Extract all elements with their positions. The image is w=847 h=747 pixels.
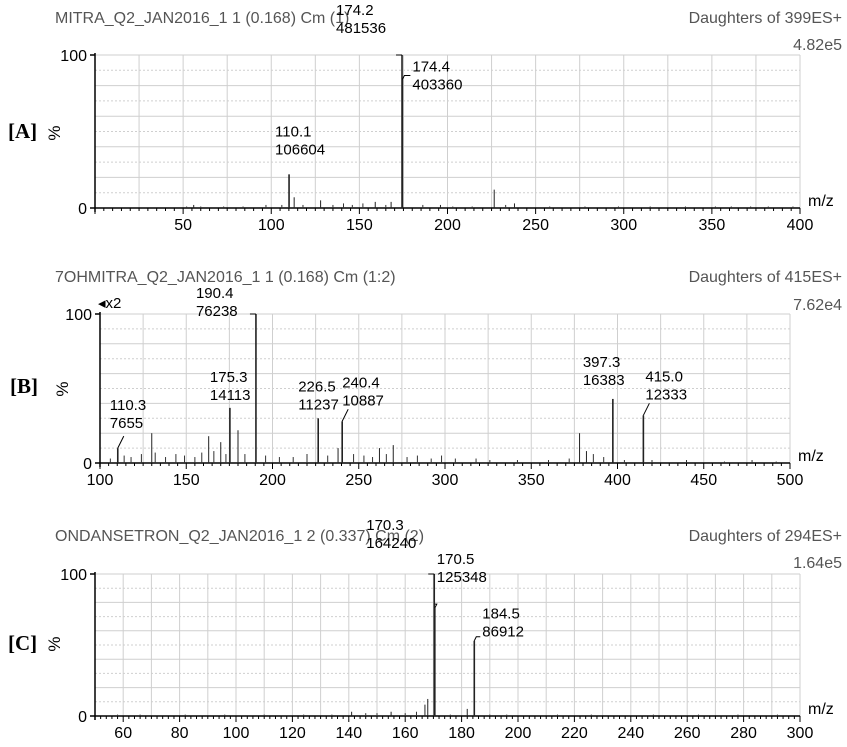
x-tick-label: 120: [279, 725, 306, 742]
peak-intensity-label: 481536: [336, 20, 386, 37]
x-tick-label: 100: [87, 472, 114, 489]
peak-leader: [473, 636, 481, 641]
x-tick-label: 240: [617, 725, 644, 742]
x-tick-label: 60: [114, 725, 132, 742]
peak-mz-label: 110.1: [275, 123, 311, 140]
x-tick-label: 300: [787, 725, 814, 742]
y-tick-label: 100: [60, 48, 87, 65]
panel-label: [C]: [8, 631, 37, 655]
peak-intensity-label: 16383: [583, 372, 625, 389]
x-tick-label: 200: [434, 217, 461, 234]
peak-intensity-label: 7655: [110, 415, 143, 432]
y-tick-label: 100: [60, 567, 87, 584]
x-tick-label: 140: [335, 725, 362, 742]
y-tick-label: 0: [78, 709, 87, 726]
x-tick-label: 50: [174, 217, 192, 234]
spectrum-panel-c: ONDANSETRON_Q2_JAN2016_1 2 (0.337) Cm (2…: [8, 517, 842, 742]
peak-intensity-label: 403360: [412, 76, 462, 93]
peak-intensity-label: 125348: [437, 569, 487, 586]
x-tick-label: 350: [518, 472, 545, 489]
x-tick-label: 300: [432, 472, 459, 489]
peak-mz-label: 397.3: [583, 354, 621, 371]
peak-leader: [117, 435, 125, 449]
peak-intensity-label: 11237: [298, 396, 339, 413]
x-tick-label: 350: [699, 217, 726, 234]
x-tick-label: 200: [505, 725, 532, 742]
y-axis-label: %: [45, 125, 64, 140]
peak-intensity-label: 10887: [342, 392, 384, 409]
x-tick-label: 450: [690, 472, 717, 489]
panel-label: [A]: [8, 119, 37, 143]
x-tick-label: 250: [345, 472, 372, 489]
x-tick-label: 150: [346, 217, 373, 234]
y-axis-label: %: [45, 636, 64, 651]
spectrum-title: 7OHMITRA_Q2_JAN2016_1 1 (0.168) Cm (1:2): [55, 269, 396, 286]
x-axis-label: m/z: [808, 193, 834, 210]
peak-leader: [341, 409, 349, 422]
peak-leader: [401, 74, 411, 80]
y-tick-label: 100: [65, 307, 92, 324]
peak-intensity-label: 14113: [210, 387, 251, 404]
peak-intensity-label: 164240: [366, 535, 416, 552]
max-intensity-label: 4.82e5: [793, 37, 842, 54]
zoom-marker: ◂x2: [98, 295, 121, 312]
peak-mz-label: 170.3: [366, 517, 404, 534]
peak-intensity-label: 12333: [645, 386, 687, 403]
x-tick-label: 280: [730, 725, 757, 742]
spectrum-title: ONDANSETRON_Q2_JAN2016_1 2 (0.337) Cm (2…: [55, 528, 424, 545]
peak-mz-label: 415.0: [645, 368, 683, 385]
peak-mz-label: 240.4: [342, 374, 380, 391]
precursor-label: Daughters of 294ES+: [689, 528, 842, 545]
x-tick-label: 400: [604, 472, 631, 489]
max-intensity-label: 1.64e5: [793, 555, 842, 572]
peak-mz-label: 174.2: [336, 2, 374, 19]
peak-leader: [642, 403, 650, 416]
x-tick-label: 500: [777, 472, 804, 489]
peak-intensity-label: 76238: [196, 303, 238, 320]
peak-mz-label: 184.5: [482, 606, 520, 623]
x-tick-label: 220: [561, 725, 588, 742]
x-tick-label: 260: [674, 725, 701, 742]
y-tick-label: 0: [83, 456, 92, 473]
x-tick-label: 150: [173, 472, 200, 489]
precursor-label: Daughters of 399ES+: [689, 10, 842, 27]
peak-mz-label: 174.4: [412, 58, 450, 75]
x-tick-label: 100: [258, 217, 285, 234]
x-tick-label: 400: [787, 217, 814, 234]
max-intensity-label: 7.62e4: [793, 297, 842, 314]
peak-mz-label: 170.5: [437, 551, 475, 568]
spectrum-title: MITRA_Q2_JAN2016_1 1 (0.168) Cm (1): [55, 10, 349, 27]
x-tick-label: 80: [171, 725, 189, 742]
x-tick-label: 180: [448, 725, 475, 742]
spectrum-panel-b: 7OHMITRA_Q2_JAN2016_1 1 (0.168) Cm (1:2)…: [10, 269, 842, 489]
peak-mz-label: 190.4: [196, 285, 234, 302]
precursor-label: Daughters of 415ES+: [689, 269, 842, 286]
peak-mz-label: 226.5: [298, 378, 336, 395]
y-axis-label: %: [53, 381, 72, 396]
x-tick-label: 200: [259, 472, 286, 489]
peak-mz-label: 175.3: [210, 369, 248, 386]
peak-mz-label: 110.3: [110, 397, 146, 414]
peak-intensity-label: 86912: [482, 624, 524, 641]
x-tick-label: 160: [392, 725, 419, 742]
x-tick-label: 100: [223, 725, 250, 742]
peak-intensity-label: 106604: [275, 141, 325, 158]
x-tick-label: 300: [610, 217, 637, 234]
panel-label: [B]: [10, 374, 38, 398]
x-tick-label: 250: [522, 217, 549, 234]
x-axis-label: m/z: [798, 448, 824, 465]
y-tick-label: 0: [78, 201, 87, 218]
x-axis-label: m/z: [808, 701, 834, 718]
spectrum-panel-a: MITRA_Q2_JAN2016_1 1 (0.168) Cm (1) Daugh…: [8, 2, 842, 234]
peak-leader: [434, 603, 438, 609]
